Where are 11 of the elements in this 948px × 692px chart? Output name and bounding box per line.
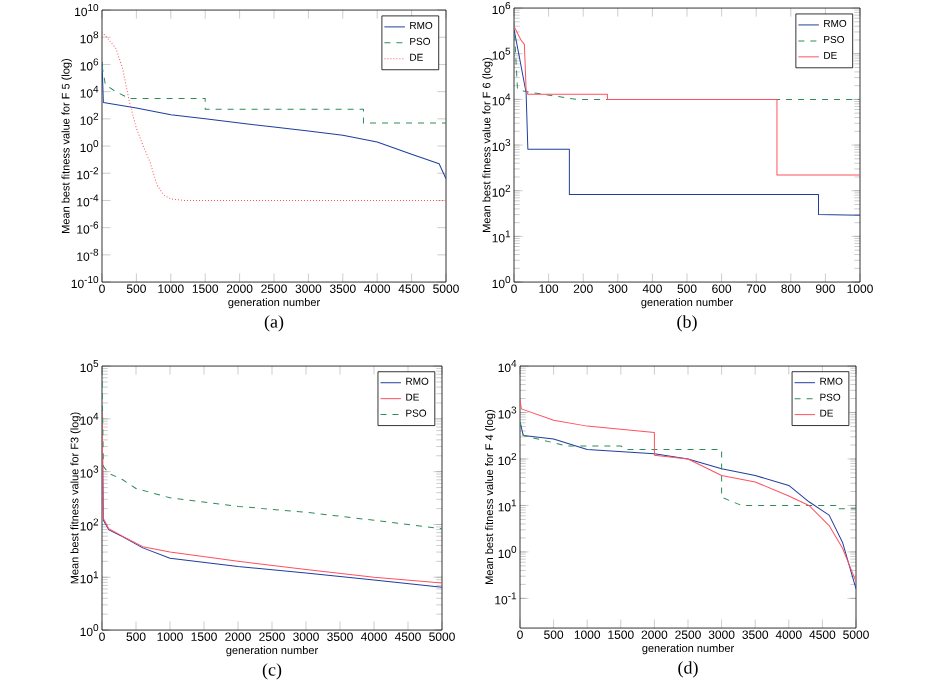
text: (c) — [262, 663, 282, 680]
line-series — [514, 28, 861, 216]
line-series — [102, 65, 446, 124]
line-series — [102, 61, 446, 180]
line-series — [102, 31, 446, 201]
line-series — [514, 25, 861, 176]
line-series — [520, 421, 857, 510]
line-series — [102, 368, 442, 530]
text: (a) — [264, 315, 284, 332]
text: (b) — [677, 315, 697, 332]
text: (d) — [678, 661, 698, 678]
